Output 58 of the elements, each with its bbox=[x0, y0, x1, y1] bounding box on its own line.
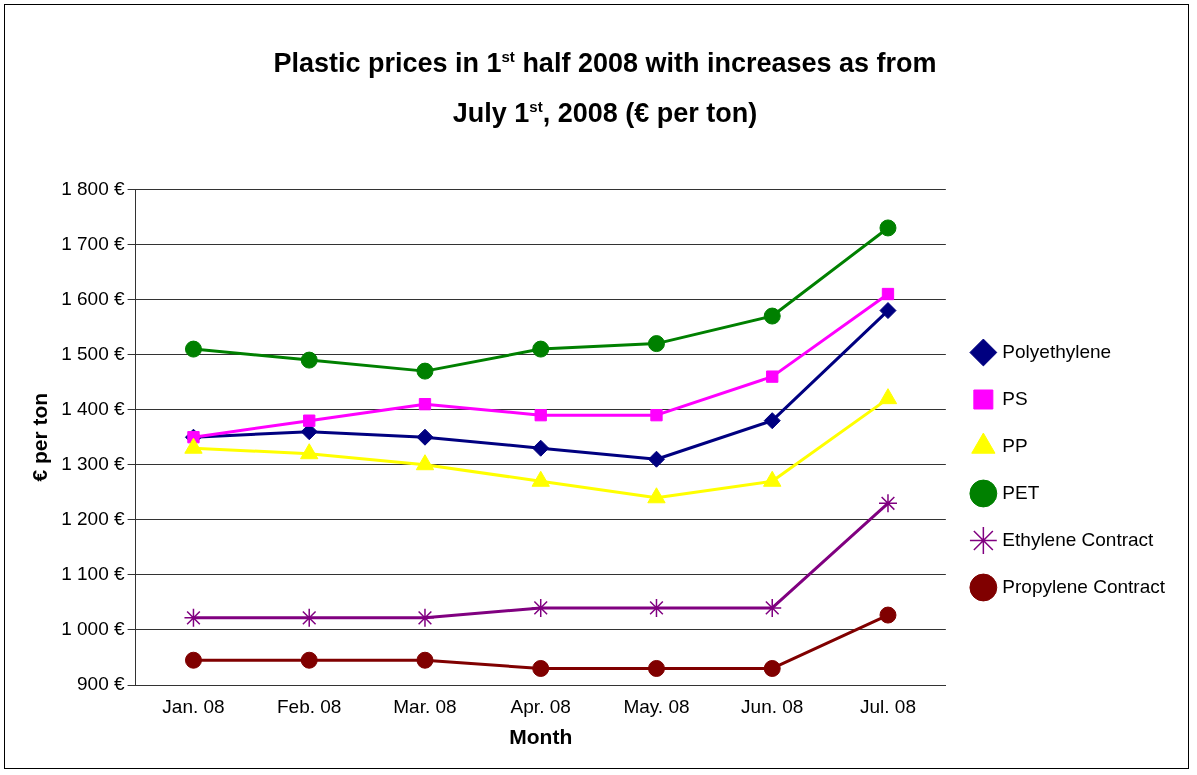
y-tick-label: 1 300 € bbox=[61, 452, 126, 474]
point bbox=[184, 340, 202, 358]
point bbox=[299, 608, 319, 628]
x-tick-label: Jul. 08 bbox=[859, 695, 916, 717]
x-axis-title: Month bbox=[509, 725, 573, 749]
y-tick-label: 1 500 € bbox=[61, 342, 126, 364]
point bbox=[530, 598, 551, 618]
point bbox=[416, 651, 434, 669]
point bbox=[647, 659, 665, 677]
point bbox=[766, 370, 779, 383]
y-tick-label: 1 800 € bbox=[61, 177, 126, 199]
point bbox=[646, 598, 667, 618]
point bbox=[647, 335, 665, 353]
point bbox=[763, 659, 781, 677]
point bbox=[762, 598, 782, 618]
point bbox=[650, 409, 663, 422]
legend-label: Ethylene Contract bbox=[1002, 528, 1155, 550]
y-tick-label: 1 200 € bbox=[61, 508, 126, 530]
y-tick-label: 1 400 € bbox=[61, 397, 126, 419]
point bbox=[647, 450, 665, 468]
legend-label: Polyethylene bbox=[1002, 340, 1112, 362]
point bbox=[303, 414, 316, 427]
point bbox=[416, 362, 434, 380]
y-tick-label: 1 000 € bbox=[61, 618, 126, 640]
point bbox=[881, 287, 895, 301]
point bbox=[416, 428, 434, 446]
chart-title: Plastic prices in 1$^{st}$ half 2008 with increases as from July 1$^{st}$, 2008 (€ per ton) bbox=[272, 47, 938, 130]
point bbox=[532, 340, 550, 358]
legend-label: Propylene Contract bbox=[1002, 575, 1166, 597]
y-tick-label: 1 600 € bbox=[61, 287, 126, 309]
point bbox=[300, 351, 318, 369]
y-tick-label: 1 100 € bbox=[61, 563, 126, 585]
point bbox=[183, 608, 204, 628]
point bbox=[763, 412, 781, 430]
point bbox=[879, 606, 897, 624]
point bbox=[532, 439, 550, 457]
point bbox=[415, 608, 435, 628]
point bbox=[879, 302, 897, 320]
point bbox=[184, 651, 202, 669]
point bbox=[418, 398, 432, 411]
point bbox=[534, 409, 547, 422]
legend-label: PS bbox=[1002, 387, 1028, 409]
legend-label: PP bbox=[1002, 434, 1028, 456]
x-tick-label: Jun. 08 bbox=[741, 695, 804, 717]
x-tick-label: Mar. 08 bbox=[393, 695, 457, 717]
legend-label: PET bbox=[1002, 481, 1040, 503]
x-tick-label: Jan. 08 bbox=[162, 695, 225, 717]
x-tick-label: Feb. 08 bbox=[277, 695, 342, 717]
point bbox=[300, 651, 318, 669]
y-tick-label: 900 € bbox=[77, 673, 126, 695]
point bbox=[878, 493, 898, 514]
y-axis-title: € per ton bbox=[28, 392, 52, 482]
point bbox=[763, 307, 781, 325]
point bbox=[532, 659, 550, 677]
y-tick-label: 1 700 € bbox=[61, 232, 126, 254]
x-tick-label: May. 08 bbox=[623, 695, 690, 717]
x-tick-label: Apr. 08 bbox=[510, 695, 571, 717]
point bbox=[879, 219, 897, 237]
